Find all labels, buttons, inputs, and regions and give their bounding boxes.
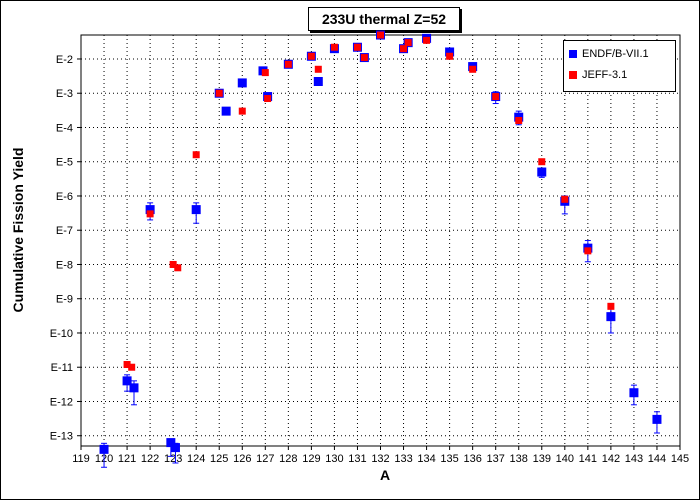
x-tick-label: 121 [118,453,136,465]
endf-point [145,205,155,215]
jeff-point [128,363,136,371]
endf-point [237,78,247,88]
jeff-point [192,151,200,159]
jeff-point [446,52,454,60]
legend-item-jeff: JEFF-3.1 [569,68,628,82]
x-tick-label: 124 [187,453,205,465]
y-tick-label: E-10 [50,328,73,340]
y-tick-label: E-2 [56,54,73,66]
x-tick-label: 125 [210,453,228,465]
endf-point [122,376,132,386]
jeff-point [174,264,182,272]
jeff-point [314,65,322,73]
jeff-point [423,36,431,44]
endf-point [313,76,323,86]
jeff-point [360,54,368,62]
jeff-point [492,93,500,101]
jeff-point [284,60,292,68]
jeff-point [584,247,592,255]
endf-point [170,443,180,453]
x-tick-label: 135 [440,453,458,465]
endf-point [166,438,176,448]
jeff-point [215,89,223,97]
x-tick-label: 141 [579,453,597,465]
endf-point [129,383,139,393]
legend-item-endf: ENDF/B-VII.1 [569,47,649,61]
jeff-point [377,31,384,39]
y-tick-label: E-7 [56,225,73,237]
y-tick-label: E-4 [56,122,73,134]
endf-point [629,388,639,398]
legend-label-jeff: JEFF-3.1 [582,69,628,81]
x-axis-label: A [379,467,391,483]
x-tick-label: 119 [72,453,90,465]
data-marks [99,30,662,468]
jeff-point [123,361,131,369]
x-tick-label: 131 [348,453,366,465]
jeff-point [404,39,412,47]
endf-point [221,106,231,116]
x-tick-label: 122 [141,453,159,465]
chart-title: 233U thermal Z=52 [308,7,460,31]
jeff-point [264,95,272,103]
y-ticks: E-2 E-3 E-4 E-5 E-6 E-7 E-8 E-9 E-10 E-11 E-12 E-13 [50,54,81,443]
x-tick-label: 130 [325,453,343,465]
x-tick-label: 138 [510,453,528,465]
y-tick-label: E-6 [56,191,73,203]
x-tick-label: 139 [533,453,551,465]
x-tick-label: 143 [625,453,643,465]
x-ticks: 119 120 121 122 123 124 125 126 127 128 129 130 131 1… [72,446,689,465]
jeff-point [400,45,408,53]
y-tick-label: E-11 [51,362,73,374]
x-tick-label: 134 [417,453,435,465]
y-tick-label: E-3 [56,88,73,100]
x-tick-label: 140 [556,453,574,465]
endf-point [606,312,616,322]
x-tick-label: 142 [602,453,620,465]
y-tick-label: E-13 [50,431,73,443]
legend-swatch-jeff [569,71,577,79]
x-tick-label: 144 [648,453,666,465]
jeff-point [538,158,546,166]
x-tick-label: 127 [256,453,274,465]
x-tick-label: 145 [671,453,689,465]
x-tick-label: 128 [279,453,297,465]
y-tick-label: E-12 [50,396,73,408]
legend-label-endf: ENDF/B-VII.1 [582,48,649,60]
jeff-point [607,302,615,310]
x-tick-label: 126 [233,453,251,465]
endf-point [445,47,455,57]
jeff-point [169,260,177,268]
y-tick-label: E-8 [56,259,73,271]
jeff-point [146,210,154,218]
jeff-point [469,65,477,73]
y-tick-label: E-5 [56,157,73,169]
jeff-point [307,52,315,60]
endf-point [537,167,547,177]
jeff-point [261,69,269,77]
x-tick-label: 136 [463,453,481,465]
x-tick-label: 133 [394,453,412,465]
jeff-point [353,43,361,51]
legend-swatch-endf [569,50,577,58]
jeff-point [515,116,523,124]
jeff-point [238,107,246,115]
x-tick-label: 132 [371,453,389,465]
endf-point [652,414,662,424]
x-tick-label: 129 [302,453,320,465]
jeff-point [561,195,569,203]
endf-point [99,444,109,454]
jeff-point [330,43,338,51]
x-tick-label: 137 [487,453,505,465]
y-tick-label: E-9 [56,294,73,306]
legend: ENDF/B-VII.1 JEFF-3.1 [563,40,676,92]
endf-point [191,205,201,215]
